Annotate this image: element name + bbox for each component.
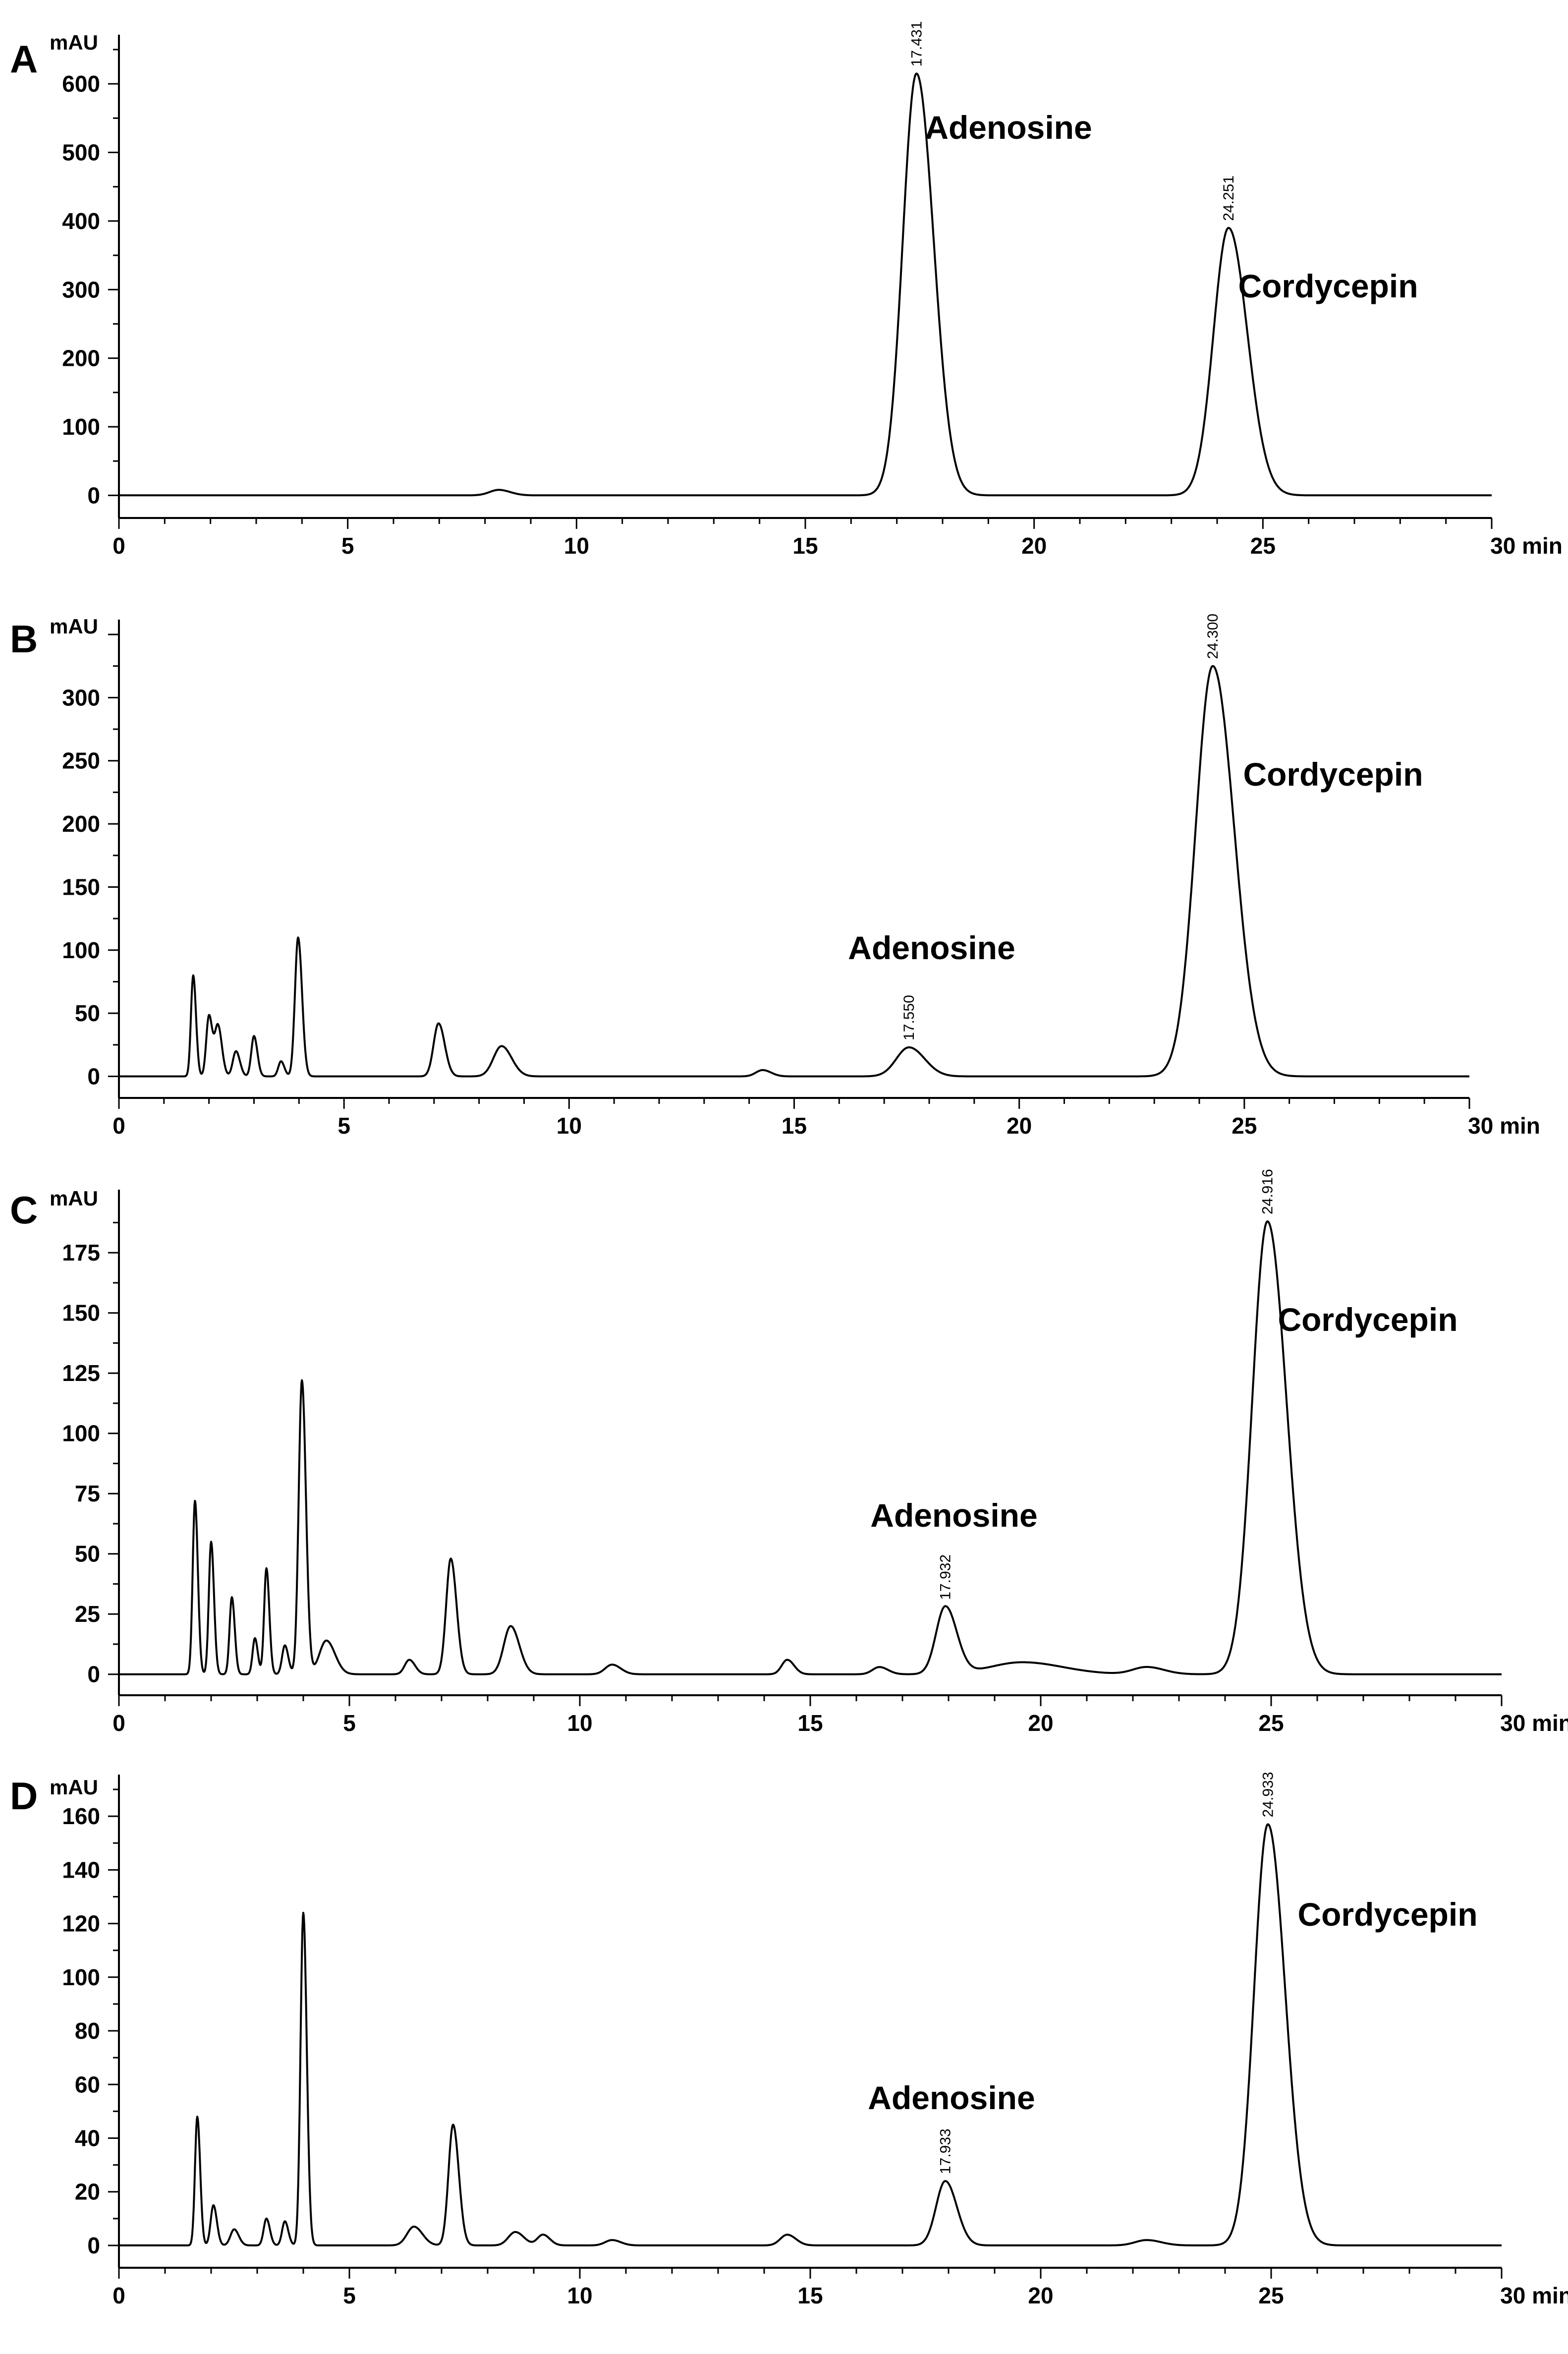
- x-tick-label: 10: [564, 533, 589, 559]
- x-tick-label: 25: [1258, 2283, 1284, 2308]
- panel-letter: C: [10, 1188, 38, 1232]
- series-line: [118, 72, 1493, 497]
- x-tick-label: 15: [792, 533, 818, 559]
- y-tick-label: 25: [75, 1601, 100, 1627]
- y-tick-label: 0: [87, 1662, 100, 1687]
- y-axis-unit: mAU: [50, 615, 98, 638]
- y-tick-label: 300: [62, 277, 100, 302]
- retention-time-label: 17.933: [937, 2128, 953, 2174]
- y-tick-label: 50: [75, 1541, 100, 1567]
- x-tick-label: 30 min: [1490, 533, 1563, 559]
- y-tick-label: 100: [62, 1421, 100, 1446]
- y-tick-label: 150: [62, 1300, 100, 1326]
- x-tick-label: 0: [112, 533, 125, 559]
- x-tick-label: 10: [557, 1113, 582, 1139]
- x-tick-label: 30 min: [1468, 1113, 1540, 1139]
- x-tick-label: 15: [797, 1710, 823, 1736]
- y-tick-label: 600: [62, 71, 100, 97]
- x-tick-label: 0: [112, 2283, 125, 2308]
- y-tick-label: 80: [75, 2018, 100, 2044]
- y-tick-label: 400: [62, 208, 100, 234]
- y-tick-label: 50: [75, 1000, 100, 1026]
- x-tick-label: 5: [343, 1710, 356, 1736]
- y-tick-label: 175: [62, 1240, 100, 1265]
- x-tick-label: 15: [782, 1113, 807, 1139]
- y-tick-label: 140: [62, 1857, 100, 1883]
- y-tick-label: 500: [62, 140, 100, 166]
- x-tick-label: 5: [341, 533, 354, 559]
- compound-label-adenosine: Adenosine: [848, 929, 1015, 966]
- x-tick-label: 20: [1028, 2283, 1053, 2308]
- compound-label-cordycepin: Cordycepin: [1238, 268, 1418, 304]
- retention-time-label: 24.300: [1205, 614, 1221, 659]
- x-tick-label: 20: [1007, 1113, 1032, 1139]
- y-tick-label: 120: [62, 1911, 100, 1937]
- retention-time-label: 24.251: [1221, 175, 1237, 221]
- y-axis-unit: mAU: [50, 1187, 98, 1210]
- x-tick-label: 0: [112, 1710, 125, 1736]
- y-tick-label: 160: [62, 1803, 100, 1829]
- y-tick-label: 300: [62, 685, 100, 710]
- y-tick-label: 250: [62, 748, 100, 774]
- y-tick-label: 60: [75, 2071, 100, 2097]
- y-tick-label: 75: [75, 1481, 100, 1506]
- y-axis-unit: mAU: [50, 1776, 98, 1799]
- y-tick-label: 0: [87, 1064, 100, 1090]
- x-tick-label: 25: [1258, 1710, 1284, 1736]
- y-tick-label: 150: [62, 874, 100, 900]
- y-tick-label: 0: [87, 482, 100, 508]
- y-tick-label: 100: [62, 414, 100, 440]
- panel-letter: B: [10, 617, 38, 661]
- y-tick-label: 125: [62, 1360, 100, 1386]
- x-tick-label: 5: [343, 2283, 356, 2308]
- retention-time-label: 24.933: [1260, 1772, 1276, 1818]
- x-tick-label: 30 min: [1500, 1710, 1568, 1736]
- series-line: [118, 1220, 1503, 1675]
- x-tick-label: 30 min: [1500, 2283, 1568, 2308]
- retention-time-label: 17.431: [908, 21, 925, 67]
- y-tick-label: 0: [87, 2233, 100, 2258]
- compound-label-cordycepin: Cordycepin: [1243, 756, 1423, 793]
- y-tick-label: 100: [62, 937, 100, 963]
- series-line: [118, 665, 1470, 1078]
- x-tick-label: 10: [567, 1710, 592, 1736]
- x-tick-label: 10: [567, 2283, 592, 2308]
- y-tick-label: 40: [75, 2125, 100, 2151]
- x-tick-label: 20: [1028, 1710, 1053, 1736]
- retention-time-label: 17.932: [937, 1554, 953, 1600]
- series-line: [118, 1823, 1503, 2246]
- panel-letter: D: [10, 1774, 38, 1818]
- x-tick-label: 25: [1250, 533, 1276, 559]
- compound-label-adenosine: Adenosine: [868, 2079, 1035, 2116]
- compound-label-cordycepin: Cordycepin: [1278, 1301, 1457, 1338]
- retention-time-label: 17.550: [901, 995, 917, 1040]
- panel-letter: A: [10, 37, 38, 81]
- y-tick-label: 200: [62, 345, 100, 371]
- retention-time-label: 24.916: [1260, 1169, 1276, 1214]
- x-tick-label: 0: [112, 1113, 125, 1139]
- x-tick-label: 15: [797, 2283, 823, 2308]
- compound-label-adenosine: Adenosine: [925, 109, 1092, 146]
- x-tick-label: 25: [1232, 1113, 1257, 1139]
- y-tick-label: 200: [62, 811, 100, 837]
- compound-label-adenosine: Adenosine: [870, 1497, 1037, 1534]
- x-tick-label: 5: [337, 1113, 350, 1139]
- y-tick-label: 20: [75, 2179, 100, 2205]
- y-tick-label: 100: [62, 1964, 100, 1990]
- compound-label-cordycepin: Cordycepin: [1297, 1896, 1477, 1933]
- y-axis-unit: mAU: [50, 31, 98, 54]
- x-tick-label: 20: [1021, 533, 1047, 559]
